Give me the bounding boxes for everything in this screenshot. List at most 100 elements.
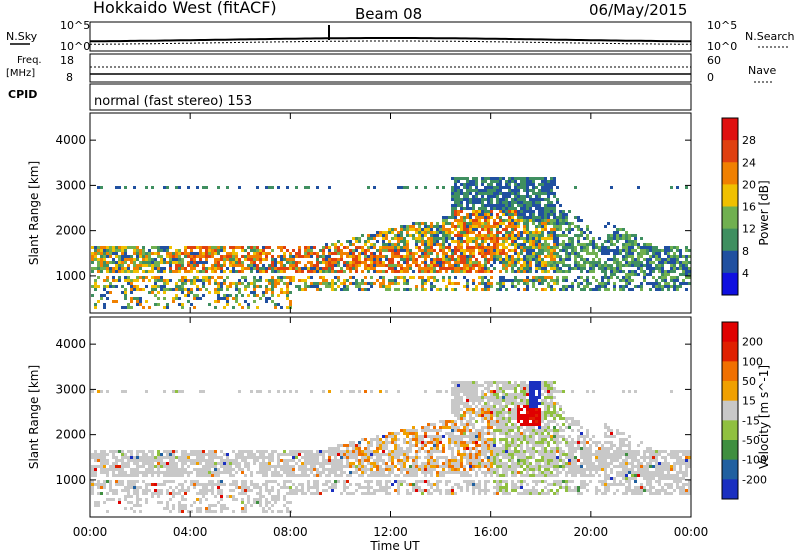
range-cell bbox=[124, 498, 127, 501]
range-cell bbox=[514, 264, 517, 267]
range-cell bbox=[403, 465, 406, 468]
range-cell bbox=[343, 261, 346, 264]
range-cell bbox=[172, 297, 175, 300]
range-cell bbox=[535, 237, 538, 240]
range-cell bbox=[544, 189, 547, 192]
range-cell bbox=[454, 228, 457, 231]
range-cell bbox=[217, 264, 220, 267]
range-cell bbox=[616, 246, 619, 249]
range-cell bbox=[289, 459, 292, 462]
range-cell bbox=[304, 267, 307, 270]
range-cell bbox=[529, 201, 532, 204]
range-cell bbox=[154, 459, 157, 462]
range-cell bbox=[160, 276, 163, 279]
range-cell bbox=[553, 195, 556, 198]
range-cell bbox=[295, 255, 298, 258]
range-cell bbox=[529, 255, 532, 258]
range-cell bbox=[340, 444, 343, 447]
range-cell bbox=[487, 450, 490, 453]
range-cell bbox=[553, 219, 556, 222]
range-cell bbox=[529, 258, 532, 261]
freq-unit-label: [MHz] bbox=[6, 68, 35, 79]
range-cell bbox=[433, 447, 436, 450]
range-cell bbox=[244, 492, 247, 495]
range-cell bbox=[547, 276, 550, 279]
range-cell bbox=[184, 255, 187, 258]
range-cell bbox=[478, 456, 481, 459]
range-cell bbox=[514, 240, 517, 243]
range-cell bbox=[457, 249, 460, 252]
range-cell bbox=[316, 459, 319, 462]
range-cell bbox=[100, 453, 103, 456]
range-cell bbox=[253, 288, 256, 291]
range-cell bbox=[388, 450, 391, 453]
range-cell bbox=[400, 453, 403, 456]
range-cell bbox=[244, 504, 247, 507]
range-cell bbox=[466, 264, 469, 267]
range-cell bbox=[124, 390, 127, 393]
range-cell bbox=[115, 450, 118, 453]
range-cell bbox=[682, 273, 685, 276]
range-cell bbox=[469, 450, 472, 453]
range-cell bbox=[526, 285, 529, 288]
range-cell bbox=[532, 249, 535, 252]
range-cell bbox=[430, 261, 433, 264]
range-cell bbox=[550, 276, 553, 279]
range-cell bbox=[592, 267, 595, 270]
range-cell bbox=[175, 252, 178, 255]
range-cell bbox=[445, 219, 448, 222]
range-cell bbox=[298, 279, 301, 282]
range-cell bbox=[481, 267, 484, 270]
range-cell bbox=[265, 462, 268, 465]
range-cell bbox=[448, 264, 451, 267]
range-cell bbox=[97, 486, 100, 489]
range-cell bbox=[466, 486, 469, 489]
range-cell bbox=[415, 258, 418, 261]
range-cell bbox=[556, 198, 559, 201]
range-cell bbox=[445, 252, 448, 255]
range-cell bbox=[619, 261, 622, 264]
range-cell bbox=[268, 456, 271, 459]
range-cell bbox=[529, 249, 532, 252]
range-cell bbox=[334, 270, 337, 273]
range-cell bbox=[427, 462, 430, 465]
range-cell bbox=[430, 285, 433, 288]
range-cell bbox=[208, 303, 211, 306]
range-cell bbox=[358, 468, 361, 471]
range-cell bbox=[493, 252, 496, 255]
range-cell bbox=[562, 279, 565, 282]
range-cell bbox=[493, 192, 496, 195]
range-cell bbox=[133, 471, 136, 474]
range-cell bbox=[334, 447, 337, 450]
range-cell bbox=[376, 474, 379, 477]
range-cell bbox=[451, 471, 454, 474]
range-cell bbox=[211, 276, 214, 279]
range-cell bbox=[532, 189, 535, 192]
range-cell bbox=[388, 435, 391, 438]
range-cell bbox=[547, 237, 550, 240]
range-cell bbox=[472, 288, 475, 291]
range-cell bbox=[235, 246, 238, 249]
range-cell bbox=[493, 420, 496, 423]
range-cell bbox=[460, 396, 463, 399]
range-cell bbox=[532, 279, 535, 282]
range-cell bbox=[220, 489, 223, 492]
range-cell bbox=[301, 462, 304, 465]
range-cell bbox=[454, 387, 457, 390]
range-cell bbox=[658, 249, 661, 252]
range-cell bbox=[355, 237, 358, 240]
range-cell bbox=[343, 489, 346, 492]
range-cell bbox=[277, 489, 280, 492]
range-cell bbox=[223, 468, 226, 471]
range-cell bbox=[109, 270, 112, 273]
range-cell bbox=[409, 249, 412, 252]
range-cell bbox=[586, 279, 589, 282]
range-cell bbox=[253, 459, 256, 462]
range-cell bbox=[634, 249, 637, 252]
range-cell bbox=[214, 267, 217, 270]
range-cell bbox=[469, 393, 472, 396]
range-cell bbox=[628, 270, 631, 273]
range-cell bbox=[475, 483, 478, 486]
range-cell bbox=[193, 276, 196, 279]
range-cell bbox=[154, 246, 157, 249]
